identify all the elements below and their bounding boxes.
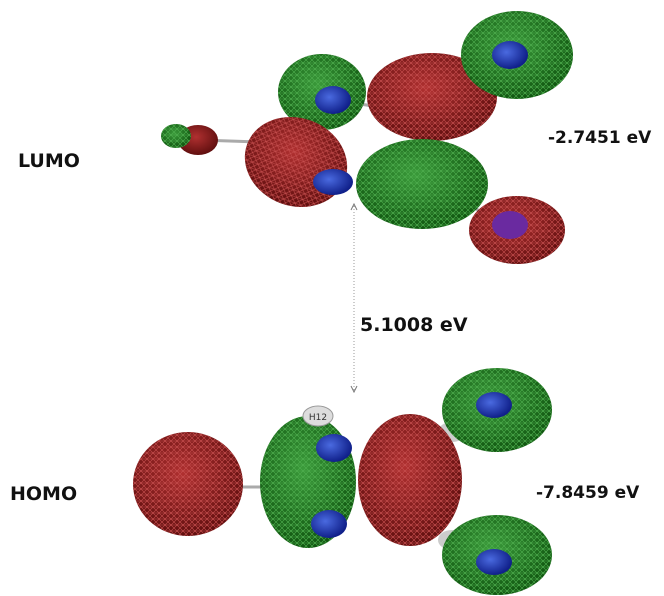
lumo-label: LUMO — [18, 150, 80, 172]
lumo-orbital — [161, 11, 573, 264]
orbital-diagram: H12 LUMO -2.7451 eV 5.1008 eV HOMO -7.84… — [0, 0, 664, 596]
lumo-energy: -2.7451 eV — [548, 128, 652, 148]
gap-energy: 5.1008 eV — [360, 314, 468, 336]
atom-label: H12 — [309, 413, 327, 423]
homo-orbital: H12 — [133, 368, 552, 595]
homo-label: HOMO — [10, 483, 77, 505]
homo-energy: -7.8459 eV — [536, 483, 640, 503]
arrow-heads — [351, 204, 357, 392]
